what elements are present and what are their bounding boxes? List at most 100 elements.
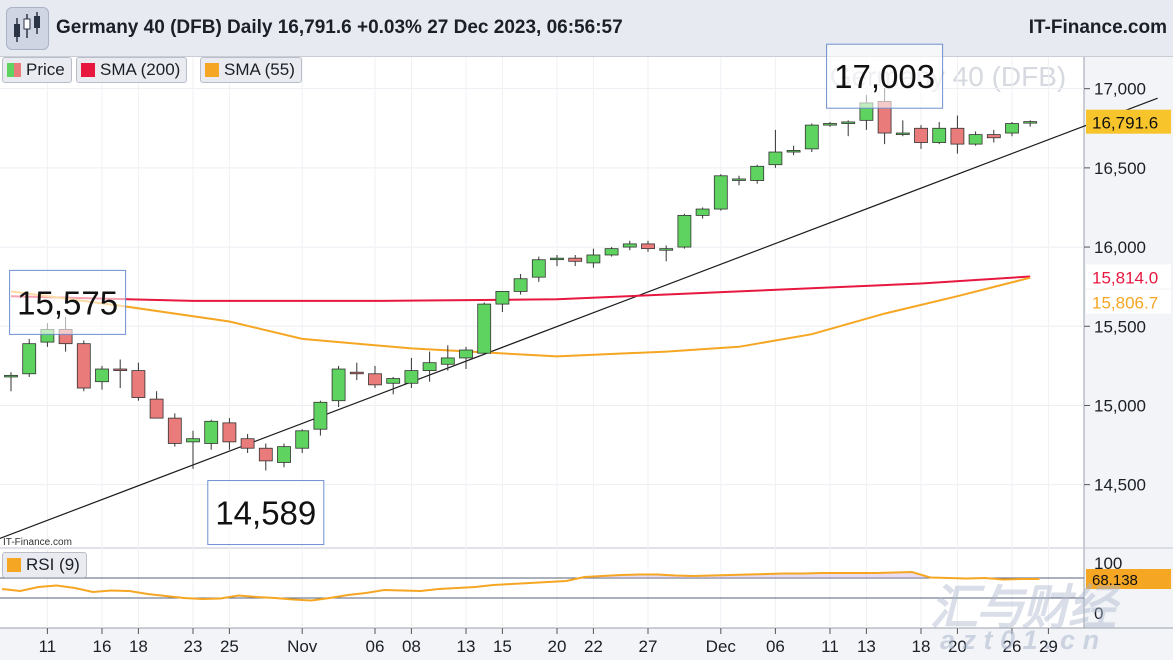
candle[interactable] <box>986 134 1001 139</box>
sma200-badge <box>1086 264 1171 289</box>
candle[interactable] <box>258 447 273 462</box>
rsi-tick-label: 100 <box>1094 554 1122 573</box>
candlestick-app-icon[interactable] <box>6 7 49 50</box>
candle[interactable] <box>386 378 401 384</box>
candle[interactable] <box>950 127 965 145</box>
candle[interactable] <box>750 165 765 181</box>
candle[interactable] <box>768 151 783 166</box>
candle[interactable] <box>95 368 109 383</box>
candle[interactable] <box>932 127 947 143</box>
x-tick-label: 26 <box>1003 637 1022 656</box>
x-tick-label: 13 <box>857 637 876 656</box>
rsi-line[interactable] <box>1 570 1040 602</box>
watermark-url: a z t 0 1 . c n <box>940 625 1100 655</box>
brand-name: IT-Finance.com <box>1028 17 1167 38</box>
x-tick-label: 25 <box>220 637 239 656</box>
candle[interactable] <box>713 175 728 210</box>
x-tick-label: 18 <box>912 637 931 656</box>
y-tick-label: 14,500 <box>1094 476 1146 495</box>
candle[interactable] <box>495 291 510 305</box>
price-panel <box>0 57 1084 548</box>
x-tick-label: 23 <box>184 637 203 656</box>
sma55-line[interactable] <box>10 276 1031 358</box>
legend-sma200-label: SMA (200) <box>100 60 181 79</box>
rsi-current-label: 68.138 <box>1092 572 1138 589</box>
candle[interactable] <box>113 368 128 372</box>
candle[interactable] <box>76 343 91 389</box>
x-tick-label: Dec <box>706 637 737 656</box>
watermark-logo: 汇与财经 <box>930 582 1116 635</box>
candle[interactable] <box>641 243 655 250</box>
legend-price[interactable]: Price <box>2 57 72 83</box>
candle[interactable] <box>313 401 328 430</box>
annotation-label: 15,575 <box>17 284 118 321</box>
candle[interactable] <box>167 417 182 444</box>
y-tick-label: 16,000 <box>1094 238 1146 257</box>
candle[interactable] <box>914 127 928 143</box>
candle[interactable] <box>1005 123 1019 134</box>
legend-rsi[interactable]: RSI (9) <box>2 552 87 578</box>
legend-sma55[interactable]: SMA (55) <box>200 57 302 83</box>
small-brand: IT-Finance.com <box>3 537 72 548</box>
current-price-badge <box>1086 109 1171 134</box>
candle[interactable] <box>277 446 291 463</box>
y-tick-label: 15,000 <box>1094 396 1146 415</box>
rsi-swatch-icon <box>7 558 21 572</box>
candle[interactable] <box>823 123 837 126</box>
x-tick-label: 16 <box>93 637 112 656</box>
x-tick-label: 08 <box>402 637 421 656</box>
candle[interactable] <box>968 134 983 145</box>
candle[interactable] <box>4 374 18 378</box>
candle[interactable] <box>22 343 37 375</box>
candle[interactable] <box>1023 121 1038 124</box>
candle[interactable] <box>422 362 437 372</box>
candle[interactable] <box>459 349 473 359</box>
y-tick-label: 15,500 <box>1094 317 1146 336</box>
candle[interactable] <box>604 248 619 256</box>
y-tick-label: 17,000 <box>1094 80 1146 99</box>
candle[interactable] <box>841 121 856 124</box>
candle[interactable] <box>204 420 219 444</box>
candle[interactable] <box>659 248 674 251</box>
candle[interactable] <box>622 243 637 248</box>
annotation-box <box>9 269 127 335</box>
candle[interactable] <box>786 150 801 153</box>
candle[interactable] <box>477 303 492 354</box>
candle[interactable] <box>404 370 419 384</box>
rsi-tick-label: 0 <box>1094 604 1103 623</box>
price-swatch-icon <box>7 63 21 77</box>
candle[interactable] <box>331 368 346 402</box>
candle[interactable] <box>240 438 255 449</box>
candle[interactable] <box>295 430 310 449</box>
x-tick-label: Nov <box>287 637 318 656</box>
candle[interactable] <box>222 422 237 443</box>
sma55-badge-label: 15,806.7 <box>1092 294 1158 313</box>
candle[interactable] <box>895 132 910 135</box>
trendline[interactable] <box>0 97 1158 548</box>
candle[interactable] <box>677 214 692 248</box>
candle[interactable] <box>531 259 546 278</box>
candle[interactable] <box>695 208 710 216</box>
candle[interactable] <box>732 178 746 181</box>
candle[interactable] <box>804 124 819 150</box>
candle[interactable] <box>550 257 564 261</box>
candle[interactable] <box>149 398 164 419</box>
y-axis-panel <box>1084 57 1173 628</box>
candle[interactable] <box>349 371 364 375</box>
legend-rsi-label: RSI (9) <box>26 555 80 574</box>
current-price-badge-label: 16,791.6 <box>1092 114 1158 133</box>
sma200-line[interactable] <box>10 275 1031 302</box>
x-tick-label: 20 <box>548 637 567 656</box>
candle[interactable] <box>131 370 146 398</box>
sma200-badge-label: 15,814.0 <box>1092 269 1158 288</box>
candle[interactable] <box>513 278 528 292</box>
x-tick-label: 15 <box>493 637 512 656</box>
candle[interactable] <box>440 357 455 365</box>
candle[interactable] <box>186 438 200 443</box>
candle[interactable] <box>586 254 601 264</box>
legend-sma200[interactable]: SMA (200) <box>76 57 188 83</box>
candle[interactable] <box>568 257 583 262</box>
candle[interactable] <box>368 373 382 386</box>
chart-title: Germany 40 (DFB) Daily 16,791.6 +0.03% 2… <box>56 17 623 38</box>
